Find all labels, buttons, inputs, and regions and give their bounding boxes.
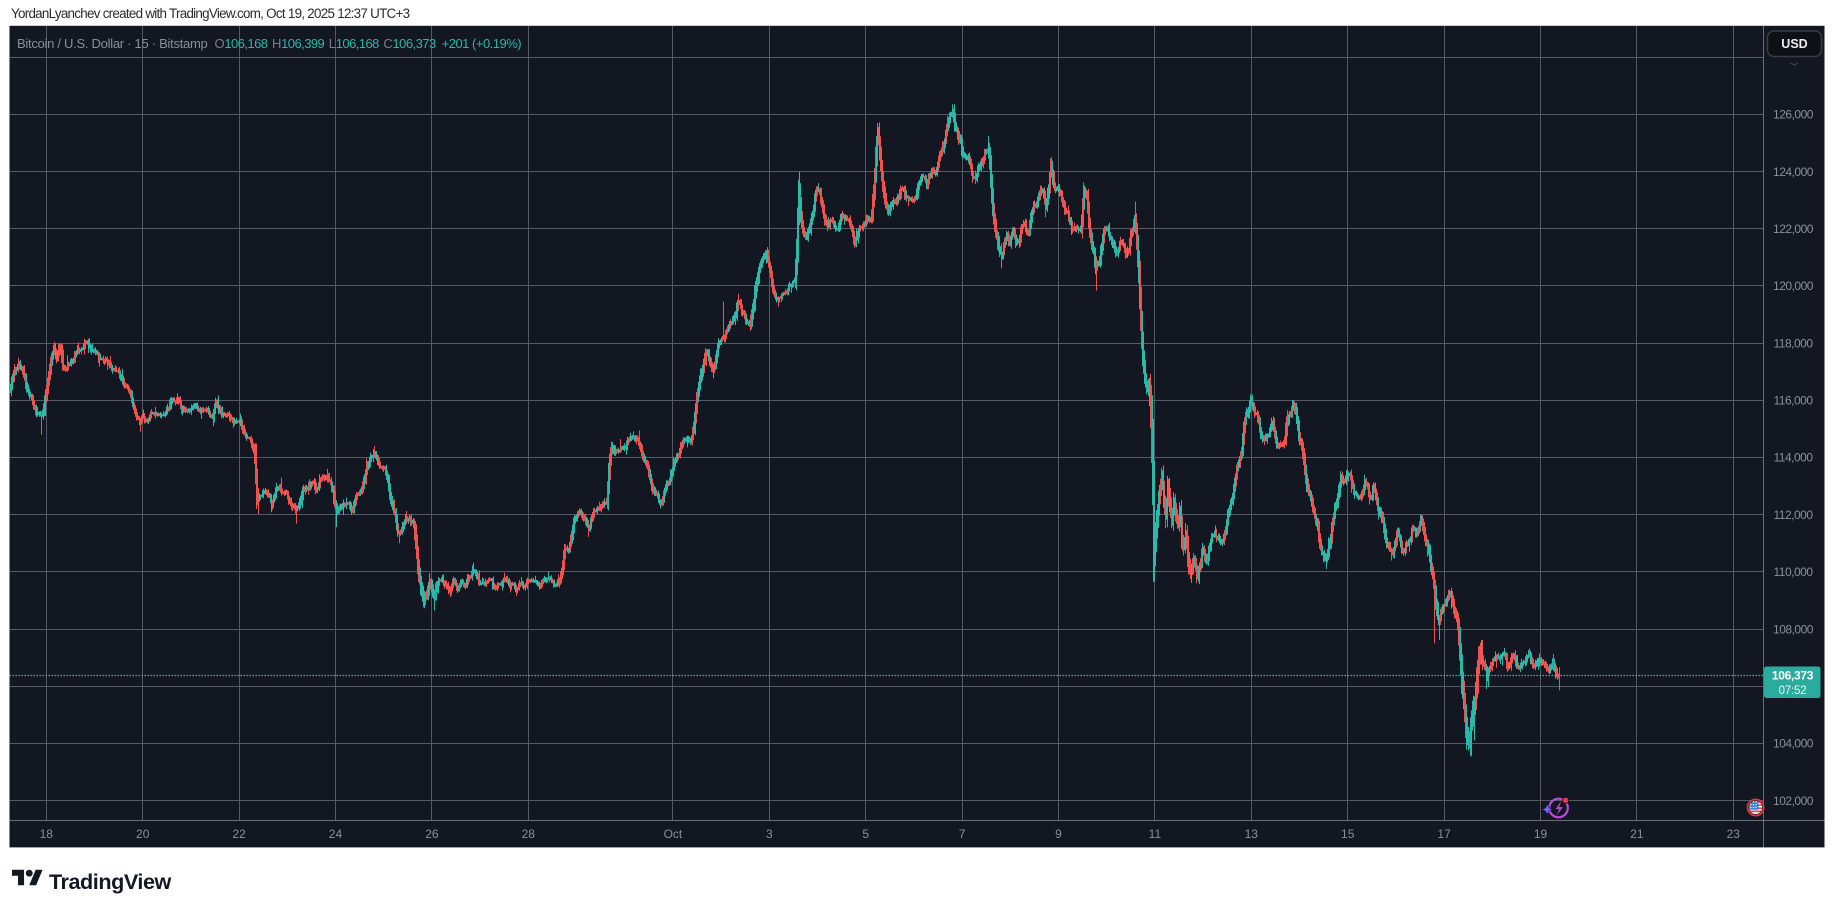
svg-text:24: 24 xyxy=(329,827,343,841)
svg-text:108,000: 108,000 xyxy=(1773,622,1814,636)
svg-text:23: 23 xyxy=(1727,827,1741,841)
svg-text:15: 15 xyxy=(1341,827,1355,841)
svg-text:20: 20 xyxy=(136,827,150,841)
svg-text:102,000: 102,000 xyxy=(1773,794,1814,808)
svg-text:Oct: Oct xyxy=(664,827,683,841)
svg-text:126,000: 126,000 xyxy=(1773,108,1814,122)
svg-text:7: 7 xyxy=(959,827,966,841)
svg-text:118,000: 118,000 xyxy=(1774,336,1814,350)
svg-text:19: 19 xyxy=(1534,827,1548,841)
svg-text:9: 9 xyxy=(1055,827,1062,841)
svg-text:114,000: 114,000 xyxy=(1774,451,1814,465)
svg-text:5: 5 xyxy=(862,827,869,841)
svg-text:22: 22 xyxy=(232,827,246,841)
svg-text:13: 13 xyxy=(1245,827,1259,841)
svg-text:112,000: 112,000 xyxy=(1774,508,1814,522)
svg-text:TradingView: TradingView xyxy=(49,869,172,894)
svg-text:120,000: 120,000 xyxy=(1773,279,1814,293)
svg-text:26: 26 xyxy=(425,827,439,841)
svg-text:124,000: 124,000 xyxy=(1773,165,1814,179)
svg-text:07:52: 07:52 xyxy=(1779,685,1807,697)
svg-text:USD: USD xyxy=(1781,37,1807,51)
svg-text:116,000: 116,000 xyxy=(1774,394,1814,408)
svg-text:11: 11 xyxy=(1149,827,1162,841)
svg-text:28: 28 xyxy=(522,827,536,841)
svg-text:21: 21 xyxy=(1630,827,1644,841)
svg-text:17: 17 xyxy=(1437,827,1451,841)
svg-text:106,373: 106,373 xyxy=(1772,669,1814,683)
svg-text:104,000: 104,000 xyxy=(1773,737,1814,751)
svg-text:122,000: 122,000 xyxy=(1773,222,1814,236)
svg-text:110,000: 110,000 xyxy=(1774,565,1814,579)
svg-text:18: 18 xyxy=(40,827,54,841)
svg-text:3: 3 xyxy=(766,827,773,841)
